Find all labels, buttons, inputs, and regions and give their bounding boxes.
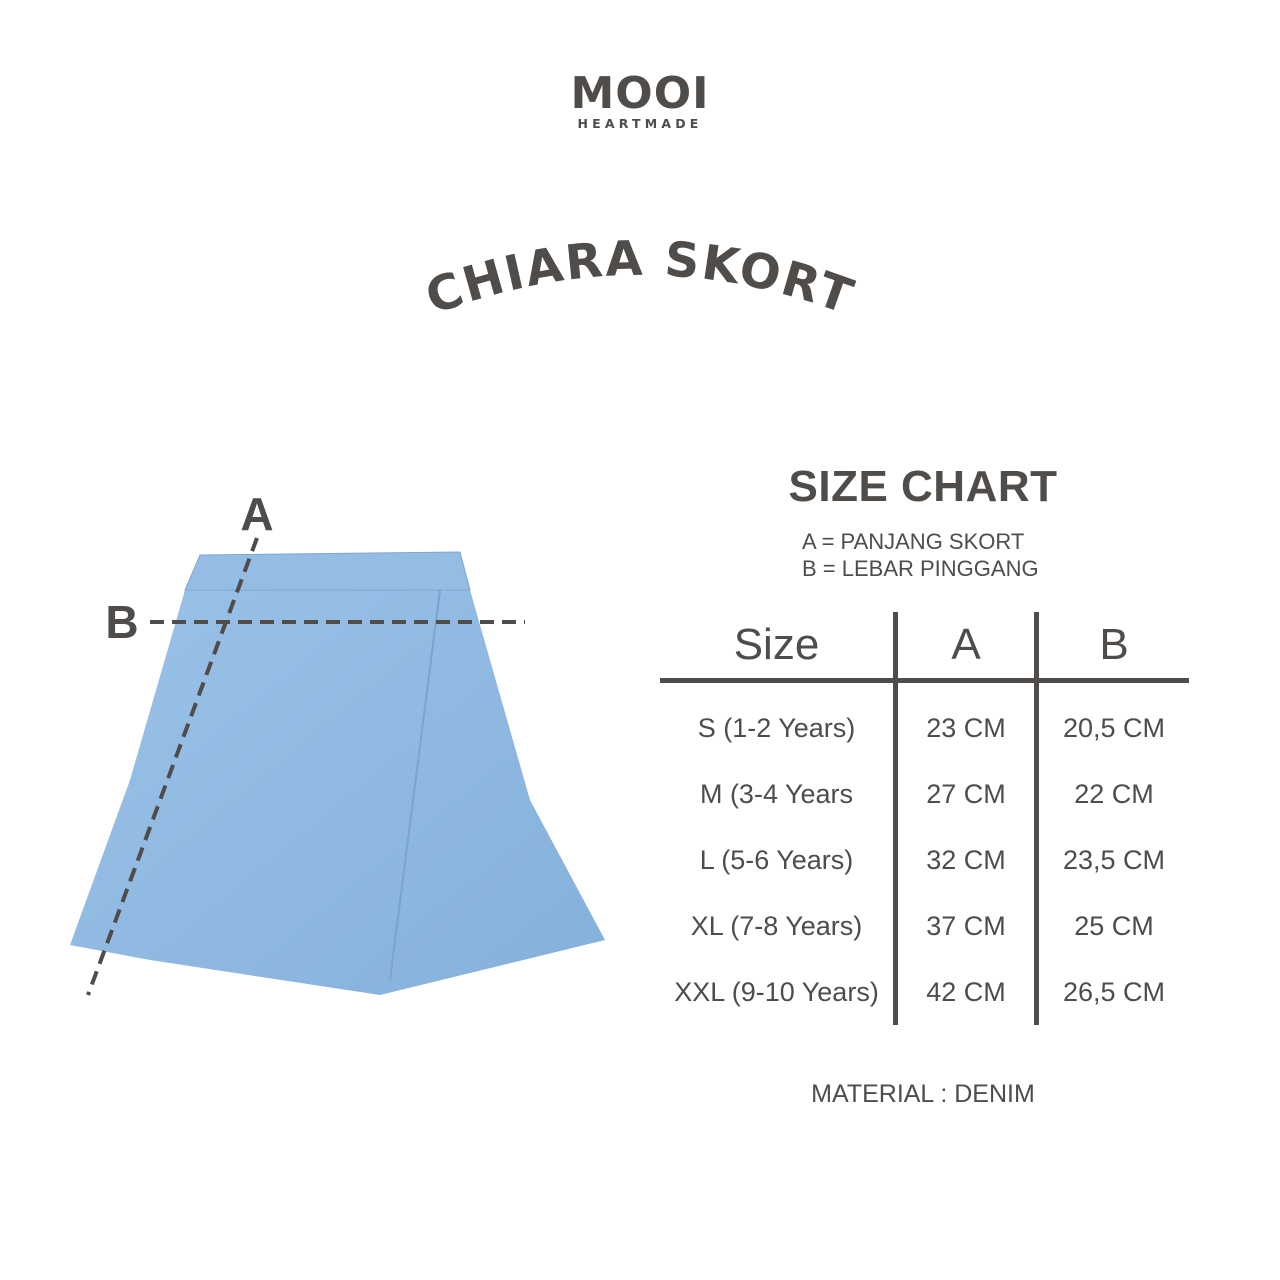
header-a: A [893, 612, 1037, 683]
b-cell: 23,5 CM [1034, 827, 1189, 893]
size-cell: L (5-6 Years) [699, 844, 854, 875]
a-cell: 27 CM [893, 761, 1037, 827]
size-chart-legend: A = PANJANG SKORT B = LEBAR PINGGANG [802, 528, 1039, 582]
brand-name: MOOI [570, 68, 710, 119]
size-cell: M (3-4 Years [699, 778, 854, 809]
table-row: M (3-4 Years 27 CM 22 CM [660, 761, 1189, 827]
size-cell: XL (7-8 Years) [690, 910, 863, 941]
table-header: Size A B [660, 612, 1189, 683]
brand-logo: MOOI HEARTMADE [540, 68, 740, 132]
table-row: XL (7-8 Years) 37 CM 25 CM [660, 893, 1189, 959]
size-cell: XXL (9-10 Years) [674, 976, 879, 1007]
a-cell: 32 CM [893, 827, 1037, 893]
skirt-waistband [184, 551, 471, 591]
b-cell: 26,5 CM [1034, 959, 1189, 1025]
b-cell: 20,5 CM [1034, 680, 1189, 761]
measure-line-a [86, 537, 259, 996]
a-cell: 37 CM [893, 893, 1037, 959]
table-row: L (5-6 Years) 32 CM 23,5 CM [660, 827, 1189, 893]
svg-text:CHIARA SKORT: CHIARA SKORT [419, 231, 862, 326]
size-chart-title: SIZE CHART [788, 462, 1058, 511]
product-title: CHIARA SKORT [419, 231, 862, 326]
a-cell: 23 CM [893, 680, 1037, 761]
a-cell: 42 CM [893, 959, 1037, 1025]
size-cell: S (1-2 Years) [697, 712, 856, 743]
table-row: XXL (9-10 Years) 42 CM 26,5 CM [660, 959, 1189, 1025]
header-b: B [1034, 612, 1189, 683]
b-cell: 22 CM [1034, 761, 1189, 827]
label-b: B [105, 596, 138, 648]
material-label: MATERIAL : DENIM [811, 1080, 1035, 1108]
label-a: A [240, 488, 273, 540]
table-row: S (1-2 Years) 23 CM 20,5 CM [660, 680, 1189, 761]
brand-tagline: HEARTMADE [577, 116, 703, 131]
b-cell: 25 CM [1034, 893, 1189, 959]
legend-b: B = LEBAR PINGGANG [802, 556, 1039, 581]
header-size: Size [660, 612, 896, 683]
product-title-text: CHIARA SKORT [419, 231, 860, 326]
size-table: Size A B S (1-2 Years) 23 CM 20,5 CM M (3-… [660, 612, 1189, 1025]
skirt-diagram: A B [70, 488, 605, 996]
legend-a: A = PANJANG SKORT [802, 529, 1025, 554]
skirt-image [70, 552, 605, 995]
